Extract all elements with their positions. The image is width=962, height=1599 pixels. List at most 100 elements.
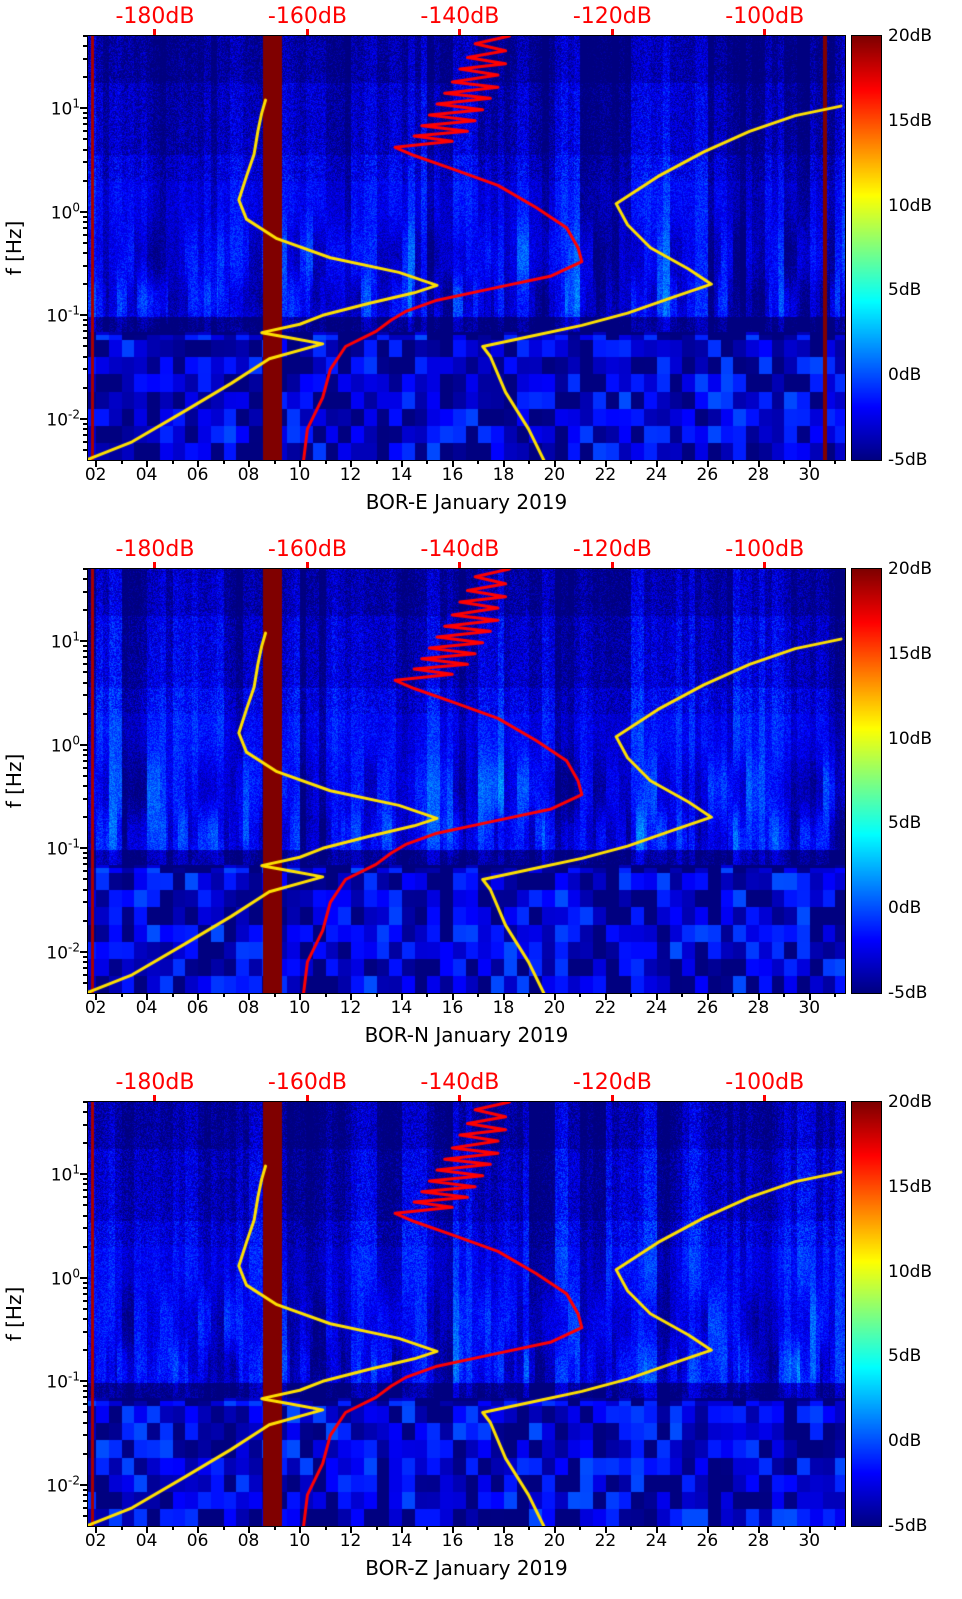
x-tick-mark <box>477 994 480 997</box>
y-tick-mark <box>83 1189 87 1192</box>
x-tick-label: 04 <box>135 465 158 485</box>
x-tick-mark <box>681 994 684 997</box>
y-tick-mark <box>83 117 87 120</box>
y-tick-mark <box>83 671 87 674</box>
spectrogram-panel: -180dB -160dB -140dB -120dB -100dB f [Hz] 10… <box>0 1066 962 1599</box>
top-db-tick-label: -160dB <box>267 4 347 29</box>
y-tick-mark <box>83 45 87 48</box>
y-tick-mark <box>83 330 87 333</box>
colorbar-tick-label: 15dB <box>888 643 933 664</box>
y-tick-label: 100 <box>20 201 80 224</box>
x-tick-label: 24 <box>645 1531 668 1551</box>
x-tick-label: 30 <box>798 998 821 1018</box>
y-tick-base: 10 <box>46 1372 69 1393</box>
x-tick-label: 20 <box>543 465 566 485</box>
y-tick-label: 10-1 <box>20 1370 80 1393</box>
top-db-tick-label: -140dB <box>420 537 500 562</box>
y-tick-mark <box>83 878 87 881</box>
y-tick-mark <box>83 319 87 322</box>
colorbar-tick-label: -5dB <box>888 450 928 470</box>
y-tick-mark <box>80 1380 87 1383</box>
y-tick-mark <box>80 640 87 643</box>
y-tick-mark <box>83 1421 87 1424</box>
colorbar-canvas <box>852 36 881 460</box>
colorbar-tick-label: -5dB <box>888 1516 928 1536</box>
x-tick-mark <box>222 994 225 997</box>
y-tick-mark <box>83 1183 87 1186</box>
y-tick-mark <box>83 753 87 756</box>
y-tick-mark <box>80 743 87 746</box>
x-tick-label: 06 <box>186 1531 209 1551</box>
x-tick-mark <box>732 1527 735 1530</box>
x-tick-label: 26 <box>696 1531 719 1551</box>
spectrogram-panel: -180dB -160dB -140dB -120dB -100dB f [Hz] 10… <box>0 0 962 533</box>
y-tick-mark <box>83 1506 87 1509</box>
y-tick-mark <box>83 1499 87 1502</box>
y-tick-exponent: -1 <box>68 1369 80 1384</box>
y-tick-mark <box>83 1111 87 1114</box>
x-tick-mark <box>783 1527 786 1530</box>
y-tick-mark <box>83 433 87 436</box>
y-tick-mark <box>83 590 87 593</box>
y-tick-mark <box>83 609 87 612</box>
y-tick-mark <box>83 1390 87 1393</box>
y-tick-mark <box>83 1396 87 1399</box>
overlay-curves-canvas <box>88 569 845 993</box>
x-tick-mark <box>299 1527 302 1533</box>
y-tick-mark <box>80 1173 87 1176</box>
y-tick-mark <box>83 138 87 141</box>
x-axis-title: BOR-E January 2019 <box>365 490 568 514</box>
y-tick-base: 10 <box>50 632 73 653</box>
y-tick-mark <box>83 1411 87 1414</box>
top-db-tick-mark <box>153 1095 157 1102</box>
x-tick-mark <box>706 994 709 1000</box>
y-tick-mark <box>83 35 87 37</box>
y-tick-exponent: 0 <box>72 733 80 748</box>
x-tick-mark <box>808 1527 811 1533</box>
x-tick-label: 12 <box>339 998 362 1018</box>
x-tick-mark <box>324 461 327 464</box>
x-tick-mark <box>451 461 454 467</box>
y-tick-mark <box>83 1281 87 1284</box>
x-tick-mark <box>502 461 505 467</box>
x-tick-mark <box>630 1527 633 1530</box>
y-tick-mark <box>83 1142 87 1145</box>
y-tick-mark <box>83 123 87 126</box>
y-tick-mark <box>83 888 87 891</box>
colorbar-tick-label: 15dB <box>888 110 933 131</box>
x-tick-mark <box>630 461 633 464</box>
x-tick-mark <box>808 461 811 467</box>
x-tick-mark <box>248 1527 251 1533</box>
y-tick-label: 100 <box>20 734 80 757</box>
x-tick-label: 30 <box>798 1531 821 1551</box>
y-tick-mark <box>83 681 87 684</box>
x-tick-mark <box>732 461 735 464</box>
x-tick-mark <box>426 994 429 997</box>
y-tick-mark <box>83 1452 87 1455</box>
y-tick-mark <box>83 759 87 762</box>
top-db-tick-label: -160dB <box>267 537 347 562</box>
x-tick-mark <box>528 1527 531 1530</box>
y-tick-label: 10-1 <box>20 837 80 860</box>
y-tick-mark <box>83 816 87 819</box>
x-tick-label: 22 <box>594 1531 617 1551</box>
x-tick-mark <box>834 1527 837 1530</box>
y-tick-label: 10-1 <box>20 304 80 327</box>
y-tick-base: 10 <box>50 736 73 757</box>
y-tick-mark <box>83 568 87 570</box>
y-tick-label: 10-2 <box>20 940 80 963</box>
y-tick-mark <box>83 1299 87 1302</box>
x-tick-mark <box>350 994 353 1000</box>
y-tick-mark <box>83 973 87 976</box>
y-tick-mark <box>83 112 87 115</box>
x-tick-mark <box>197 994 200 1000</box>
y-tick-mark <box>83 148 87 151</box>
y-tick-mark <box>83 355 87 358</box>
y-tick-mark <box>80 210 87 213</box>
x-tick-mark <box>299 994 302 1000</box>
x-tick-label: 20 <box>543 1531 566 1551</box>
y-tick-mark <box>83 863 87 866</box>
colorbar <box>851 1101 882 1527</box>
y-tick-label: 101 <box>20 630 80 653</box>
y-tick-mark <box>83 233 87 236</box>
